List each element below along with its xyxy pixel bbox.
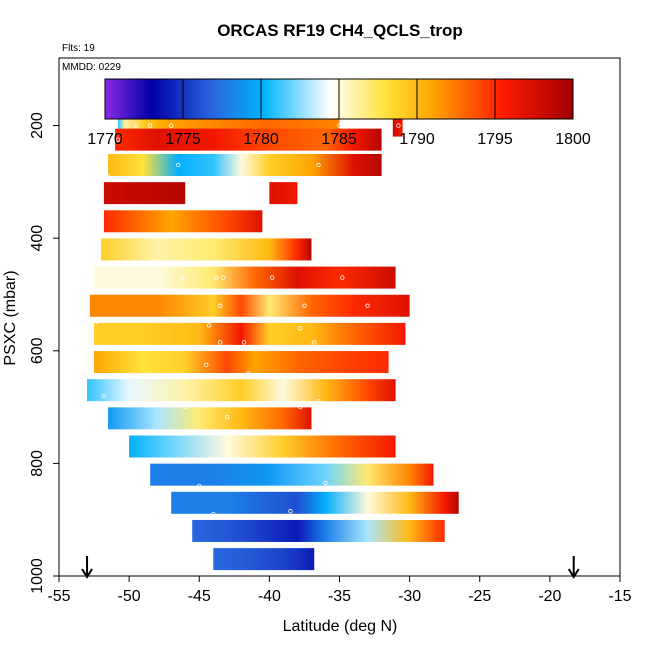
sample-point: [298, 404, 303, 410]
sample-point: [211, 511, 216, 517]
data-band: [87, 379, 396, 402]
sample-point: [316, 573, 321, 576]
x-tick-label: -20: [538, 588, 561, 605]
sample-point: [288, 509, 293, 514]
data-band: [103, 182, 186, 205]
sample-point: [225, 415, 230, 420]
airport-arrow-head: [567, 568, 580, 579]
data-band: [103, 210, 263, 233]
sample-point: [180, 275, 185, 280]
flights-label: Flts: 19: [62, 43, 95, 54]
data-band: [94, 322, 406, 345]
sample-point: [211, 188, 216, 193]
data-band: [89, 294, 410, 317]
sample-point: [183, 404, 188, 410]
sample-point: [312, 340, 317, 345]
y-tick-label: 800: [29, 450, 46, 477]
data-band: [115, 128, 382, 151]
x-tick-label: -40: [258, 588, 281, 605]
colorbar-tick-label: 1790: [399, 131, 435, 148]
sample-point: [337, 123, 342, 128]
data-band: [171, 491, 459, 514]
sample-point: [133, 123, 139, 128]
sample-point: [218, 570, 223, 576]
x-axis-label: Latitude (deg N): [283, 618, 398, 635]
sample-point: [94, 319, 100, 324]
colorbar-tick-label: 1800: [555, 131, 591, 148]
data-band: [150, 463, 434, 486]
sample-point: [218, 303, 223, 308]
sample-point: [340, 275, 345, 280]
colorbar-tick-label: 1785: [321, 131, 357, 148]
y-tick-label: 200: [29, 112, 46, 139]
x-axis: -55 -50 -45 -40 -35 -30 -25 -20 -15: [47, 576, 632, 605]
airport-markers: [81, 556, 580, 579]
y-tick-label: 1000: [29, 558, 46, 594]
data-band: [392, 114, 403, 137]
sample-point: [239, 573, 244, 576]
sample-point: [197, 483, 202, 489]
x-tick-label: -35: [328, 588, 351, 605]
sample-point: [298, 326, 303, 331]
sample-point: [260, 542, 265, 548]
colorbar-tick-label: 1775: [165, 131, 201, 148]
sample-point: [147, 123, 153, 128]
sample-point: [316, 162, 321, 168]
sample-point: [101, 393, 107, 399]
sample-points: [94, 123, 401, 576]
data-band: [192, 519, 445, 542]
airport-arrow-head: [81, 568, 93, 579]
sample-point: [218, 340, 223, 345]
colorbar-tick-label: 1770: [87, 131, 123, 148]
sample-point: [115, 137, 121, 142]
data-band: [269, 182, 298, 205]
y-axis-label: PSXC (mbar): [2, 270, 19, 365]
date-label: MMDD: 0229: [62, 62, 121, 73]
data-band: [101, 238, 312, 261]
chart-title: ORCAS RF19 CH4_QCLS_trop: [217, 21, 463, 40]
sample-point: [302, 303, 307, 308]
sample-point: [323, 480, 328, 486]
sample-point: [168, 123, 174, 128]
sample-point: [316, 399, 321, 404]
sample-point: [365, 303, 370, 308]
sample-point: [220, 275, 226, 280]
sample-point: [284, 210, 289, 216]
sample-point: [323, 573, 328, 576]
sample-point: [206, 323, 212, 328]
sample-point: [197, 542, 202, 548]
x-tick-label: -45: [188, 588, 211, 605]
x-tick-label: -25: [468, 588, 491, 605]
data-band: [108, 407, 312, 430]
colorbar-tick-label: 1780: [243, 131, 279, 148]
x-tick-label: -50: [118, 588, 141, 605]
sample-point: [241, 340, 247, 345]
data-band: [94, 351, 389, 374]
data-bands: [87, 114, 459, 571]
y-tick-label: 400: [29, 225, 46, 252]
sample-point: [204, 362, 209, 368]
colorbar-tick-label: 1795: [477, 131, 513, 148]
data-band: [213, 548, 315, 571]
data-band: [108, 153, 382, 176]
y-axis: 200 400 600 800 1000: [29, 112, 59, 594]
sample-point: [396, 123, 401, 128]
colorbar-ticks: 1770 1775 1780 1785 1790 1795 1800: [87, 79, 591, 148]
x-tick-label: -15: [608, 588, 631, 605]
x-tick-label: -55: [47, 588, 70, 605]
sample-point: [246, 371, 251, 376]
data-band: [94, 266, 396, 289]
sample-point: [105, 174, 111, 179]
sample-point: [269, 275, 275, 280]
sample-point: [213, 275, 219, 280]
data-band: [129, 435, 396, 458]
sample-point: [176, 162, 181, 168]
y-tick-label: 600: [29, 337, 46, 364]
x-tick-label: -30: [398, 588, 421, 605]
